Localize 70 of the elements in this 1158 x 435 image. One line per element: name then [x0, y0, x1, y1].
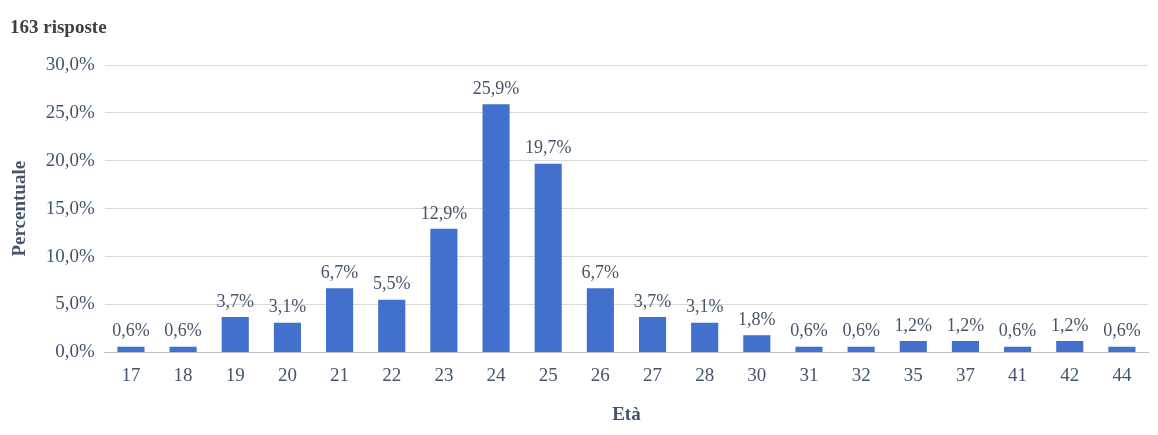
- chart-title: 163 risposte: [10, 16, 107, 38]
- data-label: 1,2%: [894, 314, 933, 335]
- data-label: 1,2%: [1051, 314, 1089, 335]
- x-tick-label: 18: [173, 363, 193, 385]
- x-tick-label: 31: [799, 363, 819, 385]
- data-label: 1,2%: [946, 314, 985, 335]
- x-tick-label: 28: [695, 363, 715, 385]
- x-tick-label: 24: [486, 363, 507, 385]
- data-label: 3,7%: [633, 290, 672, 311]
- x-tick-label: 35: [903, 363, 923, 385]
- bar: [482, 104, 510, 352]
- data-label: 12,9%: [420, 202, 468, 223]
- data-label: 3,7%: [216, 290, 255, 311]
- bar: [378, 299, 406, 352]
- x-tick-label: 17: [121, 363, 141, 385]
- y-tick-label: 30,0%: [45, 52, 96, 74]
- data-label: 0,6%: [164, 320, 202, 341]
- bar: [743, 335, 771, 352]
- y-tick-label: 20,0%: [45, 148, 96, 170]
- x-tick-label: 30: [747, 363, 767, 385]
- y-tick-label: 25,0%: [45, 100, 96, 122]
- bar: [691, 322, 719, 352]
- bar: [795, 346, 823, 352]
- y-axis-title: Percentuale: [8, 160, 30, 257]
- bar: [169, 346, 197, 352]
- bar: [951, 340, 980, 352]
- y-tick-label: 15,0%: [45, 196, 96, 218]
- data-label: 0,6%: [1103, 320, 1141, 341]
- bar: [221, 316, 249, 352]
- x-tick-label: 21: [330, 363, 350, 385]
- x-tick-label: 41: [1008, 363, 1028, 385]
- x-tick-label: 32: [851, 363, 871, 385]
- data-label: 0,6%: [790, 320, 828, 341]
- data-label: 5,5%: [372, 273, 411, 294]
- x-tick-label: 23: [434, 363, 454, 385]
- data-label: 6,7%: [320, 261, 359, 282]
- data-label: 1,8%: [738, 308, 776, 329]
- data-label: 3,1%: [268, 296, 307, 317]
- data-label: 0,6%: [112, 320, 150, 341]
- data-label: 19,7%: [524, 137, 572, 158]
- data-label: 6,7%: [581, 261, 620, 282]
- data-label: 3,1%: [685, 296, 724, 317]
- x-tick-label: 25: [538, 363, 558, 385]
- x-tick-label: 42: [1060, 363, 1080, 385]
- bar: [847, 346, 875, 352]
- x-axis-title: Età: [612, 402, 642, 424]
- bar: [899, 340, 927, 352]
- bar: [534, 163, 562, 352]
- bar: [326, 288, 354, 352]
- x-tick-label: 19: [225, 363, 245, 385]
- y-tick-label: 0,0%: [55, 340, 96, 362]
- x-tick-label: 37: [955, 363, 975, 385]
- data-label: 0,6%: [842, 320, 880, 341]
- data-label: 0,6%: [998, 320, 1037, 341]
- bar: [430, 228, 458, 352]
- data-label: 25,9%: [472, 78, 520, 99]
- bar: [638, 316, 667, 352]
- bar: [586, 288, 614, 352]
- y-tick-label: 5,0%: [55, 292, 96, 314]
- x-tick-label: 27: [643, 363, 663, 385]
- x-tick-label: 22: [382, 363, 402, 385]
- bar: [1004, 346, 1032, 352]
- bar: [1056, 340, 1084, 352]
- y-tick-label: 10,0%: [45, 244, 96, 266]
- x-tick-label: 26: [590, 363, 610, 385]
- x-tick-label: 44: [1112, 363, 1132, 385]
- bar: [273, 322, 301, 352]
- x-tick-label: 20: [277, 363, 297, 385]
- bar: [117, 346, 145, 352]
- bar: [1108, 346, 1136, 352]
